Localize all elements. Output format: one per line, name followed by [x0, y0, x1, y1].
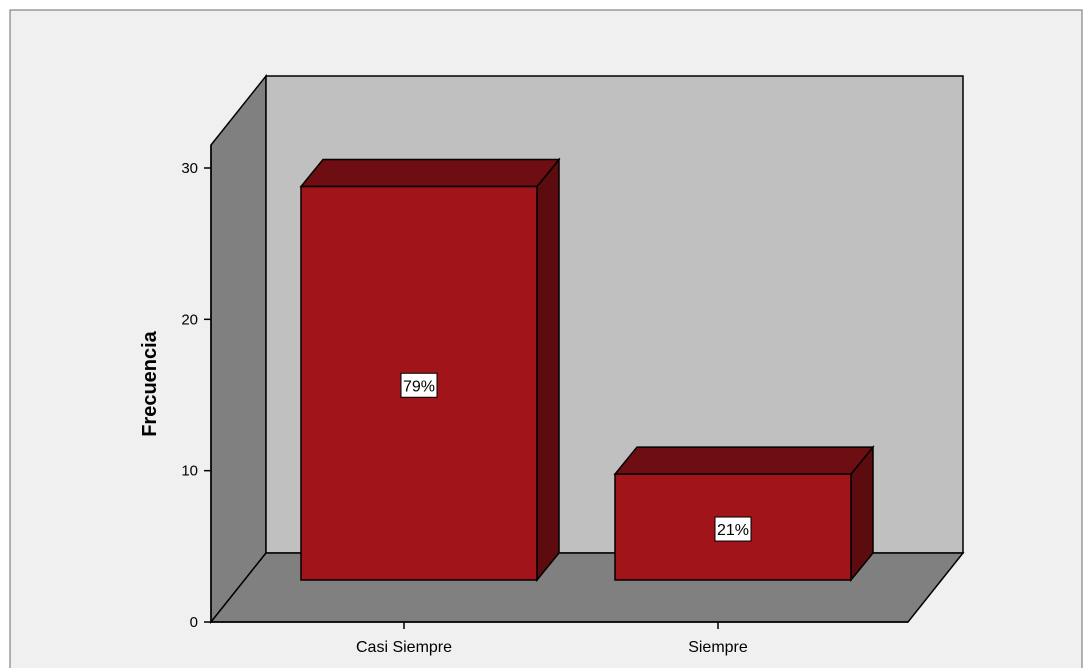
data-label-box — [714, 516, 752, 542]
x-category-label: Casi Siempre — [356, 639, 452, 656]
x-axis-categories: Casi Siempre Siempre — [356, 622, 748, 656]
bars-group: 79% 21% — [299, 157, 875, 583]
data-label: 21% — [717, 522, 749, 539]
bar-top-face — [613, 446, 875, 475]
data-label: 79% — [403, 378, 435, 395]
side-wall — [210, 73, 267, 625]
bar-2: 21% — [613, 444, 875, 583]
x-category-label: Siempre — [688, 639, 748, 656]
bar-side-face — [536, 157, 560, 583]
y-tick-label: 20 — [181, 311, 198, 328]
bar-1: 79% — [299, 157, 561, 583]
y-tick-label: 30 — [181, 160, 198, 177]
y-tick-label: 0 — [190, 614, 198, 631]
data-label-box — [400, 372, 438, 398]
y-axis-ticks: 0 10 20 30 — [181, 160, 211, 631]
bar-top-face — [299, 158, 561, 188]
y-tick-label: 10 — [181, 463, 198, 480]
y-axis-title: Frecuencia — [139, 330, 161, 436]
